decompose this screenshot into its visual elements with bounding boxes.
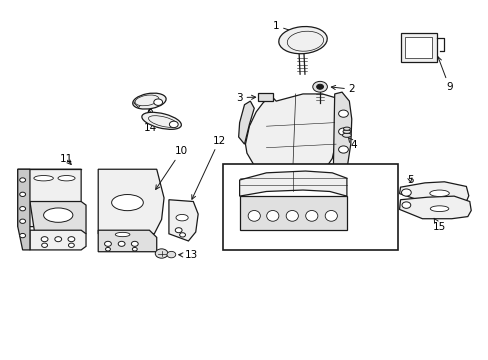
Circle shape	[20, 192, 25, 197]
Ellipse shape	[305, 211, 317, 221]
Circle shape	[338, 110, 347, 117]
Polygon shape	[238, 101, 254, 144]
Text: 9: 9	[437, 57, 452, 92]
Polygon shape	[98, 230, 157, 252]
Ellipse shape	[111, 194, 143, 211]
Ellipse shape	[278, 27, 326, 54]
Polygon shape	[18, 169, 81, 226]
Ellipse shape	[135, 95, 159, 106]
Text: 4: 4	[347, 137, 357, 150]
Circle shape	[155, 249, 167, 258]
Text: 6: 6	[242, 186, 266, 198]
Polygon shape	[399, 196, 470, 219]
Text: 10: 10	[155, 146, 187, 189]
Circle shape	[401, 202, 410, 208]
Text: 14: 14	[144, 119, 157, 133]
Polygon shape	[239, 171, 346, 196]
FancyBboxPatch shape	[222, 164, 397, 250]
Circle shape	[41, 237, 48, 242]
Text: 13: 13	[178, 250, 198, 260]
Polygon shape	[400, 33, 436, 62]
Circle shape	[316, 84, 323, 89]
Circle shape	[68, 243, 74, 247]
Circle shape	[41, 243, 47, 247]
Circle shape	[118, 241, 125, 246]
Polygon shape	[405, 37, 431, 58]
Circle shape	[55, 237, 61, 242]
Ellipse shape	[285, 211, 298, 221]
Polygon shape	[332, 92, 351, 184]
Circle shape	[179, 233, 185, 237]
Ellipse shape	[247, 211, 260, 221]
Polygon shape	[245, 94, 341, 189]
Polygon shape	[399, 182, 468, 202]
Circle shape	[132, 247, 137, 251]
Polygon shape	[168, 200, 198, 241]
Circle shape	[401, 189, 410, 196]
Ellipse shape	[342, 130, 350, 134]
Ellipse shape	[43, 208, 73, 222]
Ellipse shape	[142, 112, 181, 129]
Text: 5: 5	[406, 175, 413, 185]
Text: 11: 11	[60, 154, 73, 165]
Circle shape	[175, 228, 182, 233]
Circle shape	[105, 247, 110, 251]
Ellipse shape	[115, 232, 130, 237]
Circle shape	[338, 146, 347, 153]
Circle shape	[68, 237, 75, 242]
Polygon shape	[134, 100, 141, 108]
Polygon shape	[239, 196, 346, 230]
Polygon shape	[258, 93, 272, 101]
Circle shape	[20, 207, 25, 211]
Ellipse shape	[325, 211, 337, 221]
Circle shape	[20, 178, 25, 182]
Text: 2: 2	[331, 84, 354, 94]
Circle shape	[169, 121, 178, 128]
Ellipse shape	[148, 116, 177, 127]
Circle shape	[104, 241, 111, 246]
Ellipse shape	[429, 190, 448, 197]
Circle shape	[166, 251, 175, 258]
Ellipse shape	[287, 31, 323, 51]
Ellipse shape	[342, 133, 350, 137]
Polygon shape	[98, 169, 163, 234]
Circle shape	[338, 128, 347, 135]
Circle shape	[20, 233, 25, 238]
Circle shape	[131, 241, 138, 246]
Polygon shape	[30, 230, 86, 250]
Text: 12: 12	[191, 136, 225, 199]
Polygon shape	[18, 169, 30, 250]
Circle shape	[154, 99, 162, 105]
Circle shape	[20, 219, 25, 224]
Text: 3: 3	[236, 93, 255, 103]
Polygon shape	[256, 176, 273, 189]
Text: 7: 7	[242, 213, 266, 223]
Circle shape	[312, 81, 327, 92]
Polygon shape	[30, 202, 86, 234]
Text: 1: 1	[272, 21, 295, 33]
Text: 15: 15	[432, 218, 445, 232]
Ellipse shape	[132, 93, 166, 109]
Ellipse shape	[343, 127, 349, 130]
Ellipse shape	[176, 215, 188, 221]
Text: 8: 8	[146, 106, 152, 116]
Ellipse shape	[266, 211, 278, 221]
Ellipse shape	[58, 176, 75, 181]
Ellipse shape	[34, 176, 53, 181]
Ellipse shape	[429, 206, 448, 212]
